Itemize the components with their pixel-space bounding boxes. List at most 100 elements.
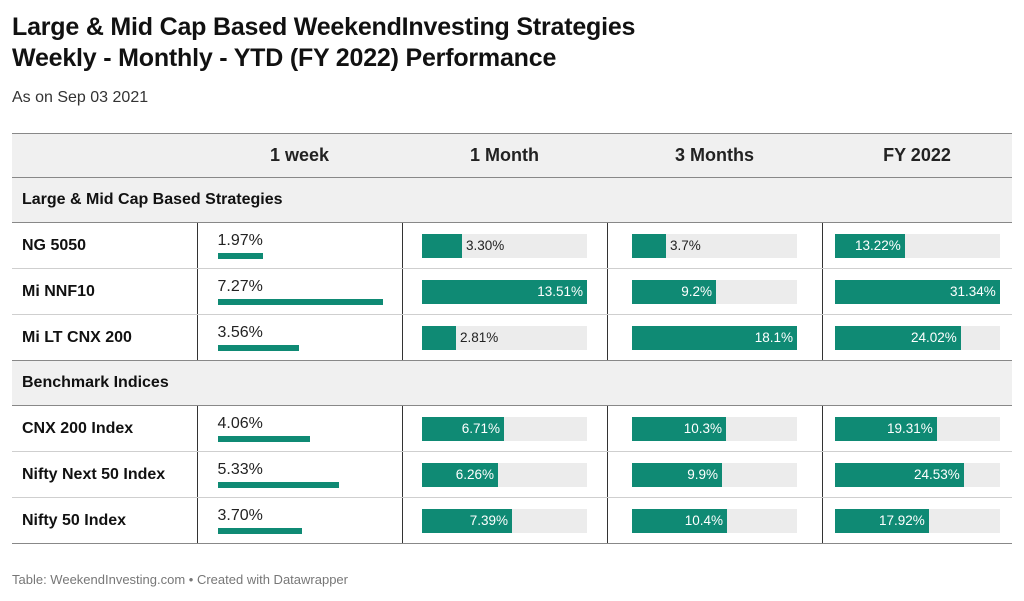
three-months-bar-cell: 9.2% [607, 268, 823, 315]
header-1-month: 1 Month [402, 133, 607, 178]
fy2022-bar-cell: 31.34% [822, 268, 1012, 315]
week-bar [217, 482, 339, 488]
three-months-bar-track: 3.7% [632, 233, 797, 258]
fy2022-bar-track: 19.31% [834, 416, 1000, 441]
month-bar-cell: 3.30% [402, 222, 608, 269]
month-bar-cell: 7.39% [402, 497, 608, 544]
three-months-bar-label: 9.9% [687, 466, 718, 482]
row-name: Nifty 50 Index [12, 497, 198, 544]
three-months-bar [632, 279, 716, 304]
three-months-bar-track: 18.1% [632, 325, 797, 350]
fy2022-bar-cell: 24.02% [822, 314, 1012, 361]
table-body: Large & Mid Cap Based Strategies NG 5050 1… [12, 177, 1012, 544]
three-months-bar-label: 10.4% [684, 512, 723, 528]
chart-subtitle: As on Sep 03 2021 [12, 89, 149, 106]
month-bar [422, 233, 462, 258]
group-label: Benchmark Indices [12, 360, 1012, 406]
fy2022-bar [834, 279, 1000, 304]
month-bar-cell: 13.51% [402, 268, 608, 315]
week-bar [217, 253, 263, 259]
three-months-bar-label: 18.1% [754, 329, 793, 345]
table-row: Nifty 50 Index 3.70% 7.39% 10.4% 17.92% [12, 497, 1012, 544]
row-name: Mi LT CNX 200 [12, 314, 198, 361]
header-3-months: 3 Months [607, 133, 822, 178]
fy2022-bar-label: 19.31% [886, 420, 933, 436]
group-row: Benchmark Indices [12, 360, 1012, 406]
week-bar [217, 528, 302, 534]
fy2022-bar-cell: 19.31% [822, 405, 1012, 452]
table-row: Mi LT CNX 200 3.56% 2.81% 18.1% 24.02% [12, 314, 1012, 361]
fy2022-bar [834, 233, 905, 258]
fy2022-bar-track: 13.22% [834, 233, 1000, 258]
week-cell: 1.97% [197, 222, 403, 269]
performance-table: 1 week 1 Month 3 Months FY 2022 Large & … [12, 133, 1012, 544]
fy2022-bar-track: 24.53% [834, 462, 1000, 487]
row-name: CNX 200 Index [12, 405, 198, 452]
group-label: Large & Mid Cap Based Strategies [12, 177, 1012, 223]
week-value-label: 7.27% [217, 278, 263, 295]
week-value-label: 3.70% [217, 507, 263, 524]
month-bar-label: 13.51% [537, 283, 583, 299]
week-cell: 4.06% [197, 405, 403, 452]
fy2022-bar [834, 462, 964, 487]
three-months-bar-label: 10.3% [683, 420, 722, 436]
week-value-label: 1.97% [217, 232, 263, 249]
week-value-label: 3.56% [217, 324, 263, 341]
month-bar-label: 3.30% [466, 237, 505, 253]
header-1-week: 1 week [197, 133, 402, 178]
row-name: Mi NNF10 [12, 268, 198, 315]
month-bar-cell: 6.26% [402, 451, 608, 498]
fy2022-bar-label: 31.34% [949, 283, 996, 299]
table-row: Nifty Next 50 Index 5.33% 6.26% 9.9% 24.53% [12, 451, 1012, 498]
fy2022-bar-label: 17.92% [878, 512, 925, 528]
month-bar-track: 2.81% [422, 325, 587, 350]
three-months-bar-cell: 3.7% [607, 222, 823, 269]
fy2022-bar-track: 31.34% [834, 279, 1000, 304]
three-months-bar-track: 10.3% [632, 416, 797, 441]
month-bar-cell: 6.71% [402, 405, 608, 452]
fy2022-bar-cell: 24.53% [822, 451, 1012, 498]
three-months-bar [632, 416, 726, 441]
chart-title: Large & Mid Cap Based WeekendInvesting S… [12, 12, 635, 74]
fy2022-bar [834, 416, 937, 441]
title-line-1: Large & Mid Cap Based WeekendInvesting S… [12, 13, 636, 41]
week-cell: 3.56% [197, 314, 403, 361]
row-name: Nifty Next 50 Index [12, 451, 198, 498]
month-bar-label: 2.81% [460, 329, 499, 345]
three-months-bar-track: 9.9% [632, 462, 797, 487]
three-months-bar-label: 3.7% [670, 237, 701, 253]
week-bar [217, 299, 383, 305]
week-cell: 3.70% [197, 497, 403, 544]
three-months-bar-cell: 9.9% [607, 451, 823, 498]
month-bar [422, 325, 456, 350]
title-line-2: Weekly - Monthly - YTD (FY 2022) Perform… [12, 44, 557, 72]
fy2022-bar-label: 24.02% [910, 329, 957, 345]
three-months-bar-label: 9.2% [681, 283, 712, 299]
month-bar [422, 508, 512, 533]
month-bar-track: 7.39% [422, 508, 587, 533]
three-months-bar [632, 325, 797, 350]
fy2022-bar-label: 24.53% [913, 466, 960, 482]
fy2022-bar [834, 325, 961, 350]
footer-credit: Table: WeekendInvesting.com • Created wi… [12, 572, 348, 587]
month-bar-track: 6.71% [422, 416, 587, 441]
month-bar-cell: 2.81% [402, 314, 608, 361]
row-name: NG 5050 [12, 222, 198, 269]
month-bar-track: 6.26% [422, 462, 587, 487]
fy2022-bar [834, 508, 929, 533]
week-value-label: 5.33% [217, 461, 263, 478]
three-months-bar-cell: 10.3% [607, 405, 823, 452]
month-bar [422, 416, 504, 441]
table-row: NG 5050 1.97% 3.30% 3.7% 13.22% [12, 222, 1012, 269]
three-months-bar-cell: 10.4% [607, 497, 823, 544]
three-months-bar [632, 508, 727, 533]
table-row: Mi NNF10 7.27% 13.51% 9.2% 31.34% [12, 268, 1012, 315]
three-months-bar-track: 10.4% [632, 508, 797, 533]
fy2022-bar-track: 17.92% [834, 508, 1000, 533]
month-bar-label: 6.26% [455, 466, 494, 482]
three-months-bar-cell: 18.1% [607, 314, 823, 361]
fy2022-bar-cell: 13.22% [822, 222, 1012, 269]
week-cell: 7.27% [197, 268, 403, 315]
month-bar-track: 13.51% [422, 279, 587, 304]
header-name [12, 133, 197, 178]
